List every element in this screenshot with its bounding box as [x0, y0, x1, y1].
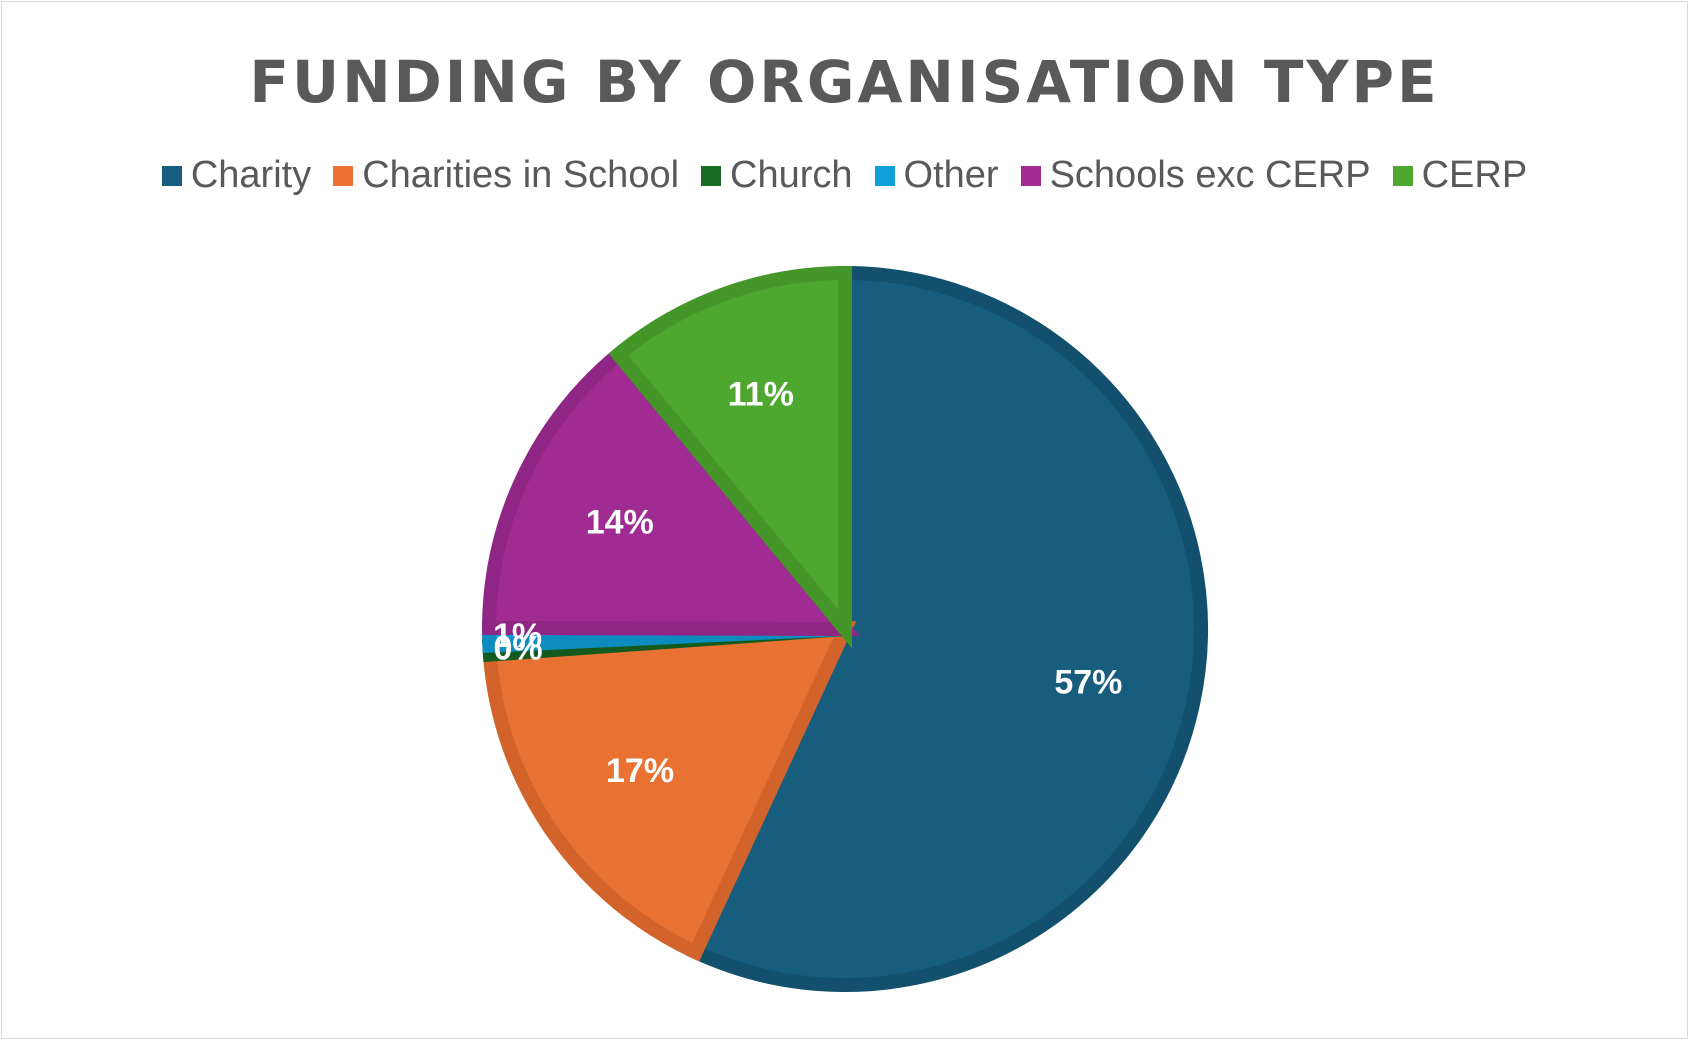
- legend-item-schools-exc-cerp: Schools exc CERP: [1020, 154, 1371, 197]
- data-label-charity: 57%: [1054, 663, 1122, 701]
- legend-item-other: Other: [874, 154, 999, 197]
- legend-swatch-schools-exc-cerp: [1020, 165, 1041, 186]
- legend-label-schools-exc-cerp: Schools exc CERP: [1049, 154, 1371, 196]
- legend: Charity Charities in School Church Other…: [2, 154, 1687, 197]
- pie-slice-charities-in-school: [482, 621, 857, 962]
- pie-slice-schools-exc-cerp: [481, 344, 860, 637]
- legend-swatch-church: [701, 165, 722, 186]
- legend-label-church: Church: [730, 154, 853, 196]
- legend-item-cerp: CERP: [1392, 154, 1528, 197]
- data-label-schools-exc-cerp: 14%: [586, 503, 654, 541]
- legend-label-charities-in-school: Charities in School: [362, 154, 680, 196]
- legend-label-other: Other: [903, 154, 999, 196]
- legend-swatch-charity: [161, 165, 182, 186]
- legend-item-charities-in-school: Charities in School: [333, 154, 679, 197]
- data-label-cerp: 11%: [728, 375, 794, 413]
- chart-title: FUNDING BY ORGANISATION TYPE: [249, 48, 1440, 116]
- legend-swatch-charities-in-school: [333, 165, 354, 186]
- data-label-other: 1%: [493, 617, 542, 655]
- legend-label-charity: Charity: [190, 154, 312, 196]
- legend-swatch-other: [874, 165, 895, 186]
- legend-item-church: Church: [701, 154, 853, 197]
- legend-item-charity: Charity: [161, 154, 312, 197]
- legend-swatch-cerp: [1392, 165, 1413, 186]
- data-label-church: 0%: [493, 629, 542, 667]
- pie-slice-cerp: [608, 265, 852, 649]
- pie-slice-charity: [686, 265, 1208, 992]
- legend-label-cerp: CERP: [1421, 154, 1528, 196]
- data-label-charities-in-school: 17%: [606, 752, 674, 790]
